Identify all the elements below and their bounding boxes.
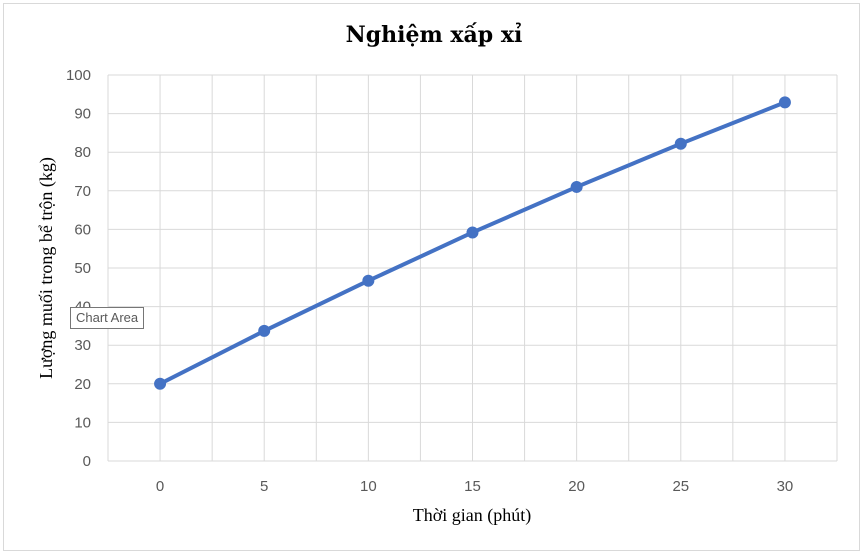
data-point[interactable]: [674, 137, 687, 150]
y-tick-label: 20: [74, 376, 91, 393]
data-point[interactable]: [258, 324, 271, 337]
x-tick-label: 30: [777, 478, 794, 495]
data-point[interactable]: [466, 226, 479, 239]
chart-area[interactable]: [3, 3, 860, 551]
y-tick-label: 100: [66, 67, 91, 84]
y-tick-label: 50: [74, 260, 91, 277]
x-tick-label: 15: [464, 478, 481, 495]
y-tick-label: 60: [74, 221, 91, 238]
x-axis-ticks: 0 5 10 15 20 25 30: [156, 478, 793, 495]
y-tick-label: 80: [74, 144, 91, 161]
y-tick-label: 0: [83, 453, 91, 470]
chart-area-tooltip: Chart Area: [70, 307, 145, 329]
y-tick-label: 30: [74, 337, 91, 354]
chart-title: Nghiệm xấp xỉ: [346, 22, 523, 48]
x-tick-label: 5: [260, 478, 268, 495]
y-tick-label: 10: [74, 414, 91, 431]
y-tick-label: 90: [74, 106, 91, 123]
y-tick-label: 70: [74, 183, 91, 200]
data-point[interactable]: [362, 274, 375, 287]
x-tick-label: 25: [672, 478, 689, 495]
gridlines: [107, 74, 838, 462]
data-point[interactable]: [154, 377, 167, 390]
x-tick-label: 10: [360, 478, 377, 495]
x-tick-label: 20: [568, 478, 585, 495]
x-axis-title: Thời gian (phút): [413, 505, 532, 526]
data-point[interactable]: [570, 180, 583, 193]
y-axis-title: Lượng muối trong bể trộn (kg): [36, 157, 57, 379]
data-point[interactable]: [778, 96, 791, 109]
x-tick-label: 0: [156, 478, 164, 495]
series-group: [154, 96, 791, 390]
y-axis-ticks: 0102030405060708090100: [66, 67, 91, 470]
